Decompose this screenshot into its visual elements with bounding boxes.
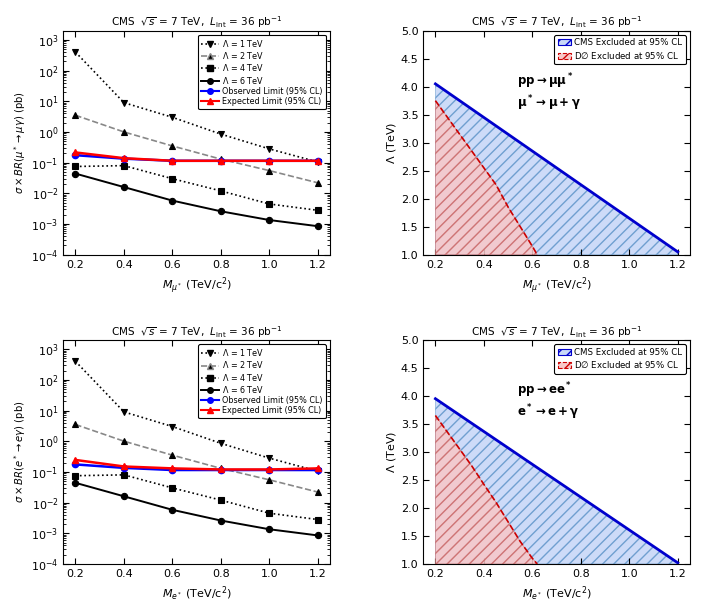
Title: CMS  $\sqrt{s}$ = 7 TeV,  $L_{\rm int}$ = 36 pb$^{-1}$: CMS $\sqrt{s}$ = 7 TeV, $L_{\rm int}$ = … bbox=[471, 324, 642, 340]
X-axis label: $M_{e^*}$ (TeV/c$^2$): $M_{e^*}$ (TeV/c$^2$) bbox=[522, 584, 591, 603]
Text: $\mathbf{pp\to\mu\mu^*}$: $\mathbf{pp\to\mu\mu^*}$ bbox=[517, 71, 573, 91]
Y-axis label: $\Lambda$ (TeV): $\Lambda$ (TeV) bbox=[385, 431, 398, 473]
Title: CMS  $\sqrt{s}$ = 7 TeV,  $L_{\rm int}$ = 36 pb$^{-1}$: CMS $\sqrt{s}$ = 7 TeV, $L_{\rm int}$ = … bbox=[111, 324, 282, 340]
Y-axis label: $\Lambda$ (TeV): $\Lambda$ (TeV) bbox=[385, 121, 398, 164]
Polygon shape bbox=[435, 398, 678, 564]
Title: CMS  $\sqrt{s}$ = 7 TeV,  $L_{\rm int}$ = 36 pb$^{-1}$: CMS $\sqrt{s}$ = 7 TeV, $L_{\rm int}$ = … bbox=[471, 15, 642, 31]
Legend: $\Lambda$ = 1 TeV, $\Lambda$ = 2 TeV, $\Lambda$ = 4 TeV, $\Lambda$ = 6 TeV, Obse: $\Lambda$ = 1 TeV, $\Lambda$ = 2 TeV, $\… bbox=[198, 35, 326, 109]
X-axis label: $M_{e^*}$ (TeV/c$^2$): $M_{e^*}$ (TeV/c$^2$) bbox=[162, 584, 232, 603]
Polygon shape bbox=[435, 416, 537, 564]
X-axis label: $M_{\mu^*}$ (TeV/c$^2$): $M_{\mu^*}$ (TeV/c$^2$) bbox=[522, 275, 591, 296]
Polygon shape bbox=[435, 84, 678, 255]
Legend: CMS Excluded at 95% CL, D$\emptyset$ Excluded at 95% CL: CMS Excluded at 95% CL, D$\emptyset$ Exc… bbox=[554, 344, 686, 374]
X-axis label: $M_{\mu^*}$ (TeV/c$^2$): $M_{\mu^*}$ (TeV/c$^2$) bbox=[162, 275, 232, 296]
Polygon shape bbox=[435, 101, 537, 255]
Legend: CMS Excluded at 95% CL, D$\emptyset$ Excluded at 95% CL: CMS Excluded at 95% CL, D$\emptyset$ Exc… bbox=[554, 35, 686, 64]
Title: CMS  $\sqrt{s}$ = 7 TeV,  $L_{\rm int}$ = 36 pb$^{-1}$: CMS $\sqrt{s}$ = 7 TeV, $L_{\rm int}$ = … bbox=[111, 15, 282, 31]
Y-axis label: $\sigma \times BR(\mu^* \to \mu\gamma)$ (pb): $\sigma \times BR(\mu^* \to \mu\gamma)$ … bbox=[13, 91, 28, 194]
Text: $\mathbf{\mu^*\to\mu+\gamma}$: $\mathbf{\mu^*\to\mu+\gamma}$ bbox=[517, 93, 581, 113]
Y-axis label: $\sigma \times BR(e^* \to e\gamma)$ (pb): $\sigma \times BR(e^* \to e\gamma)$ (pb) bbox=[13, 401, 28, 503]
Legend: $\Lambda$ = 1 TeV, $\Lambda$ = 2 TeV, $\Lambda$ = 4 TeV, $\Lambda$ = 6 TeV, Obse: $\Lambda$ = 1 TeV, $\Lambda$ = 2 TeV, $\… bbox=[198, 344, 326, 419]
Text: $\mathbf{pp\to ee^*}$: $\mathbf{pp\to ee^*}$ bbox=[517, 380, 572, 400]
Text: $\mathbf{e^*\to e+\gamma}$: $\mathbf{e^*\to e+\gamma}$ bbox=[517, 403, 579, 422]
